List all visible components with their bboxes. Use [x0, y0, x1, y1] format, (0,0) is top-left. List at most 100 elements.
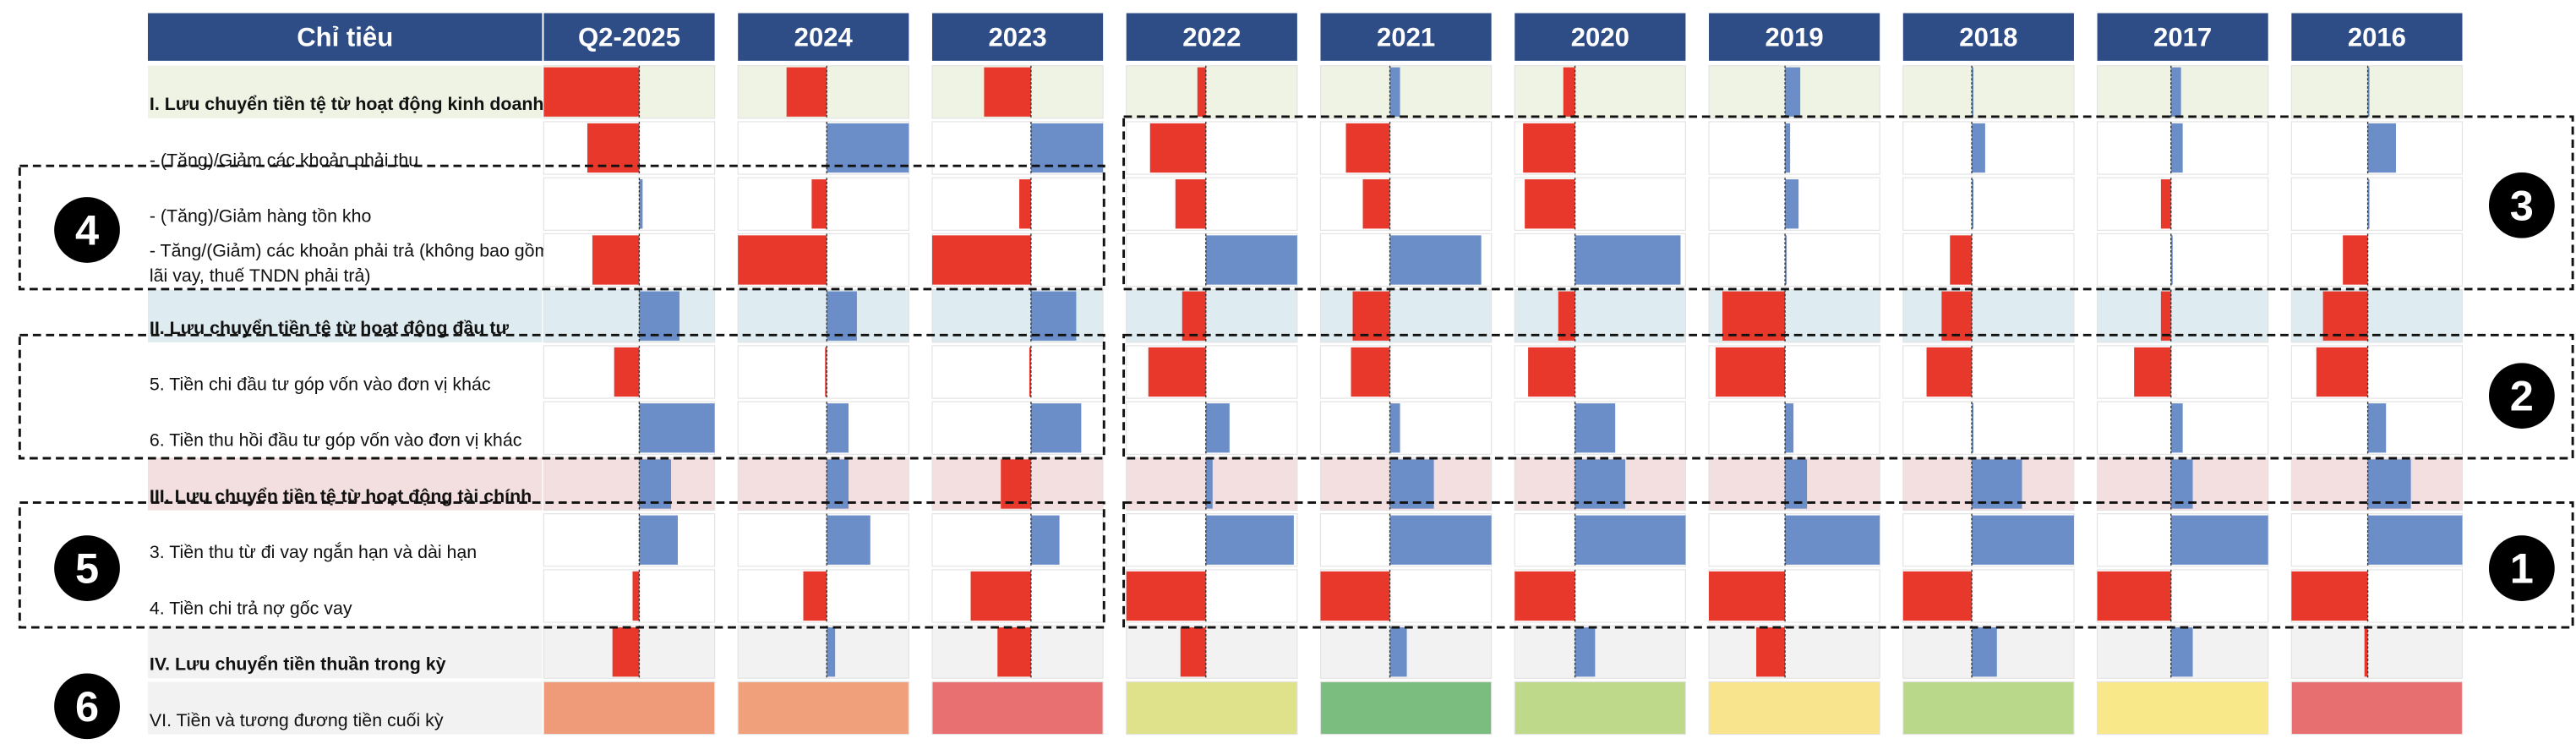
data-bar — [1785, 459, 1808, 509]
data-bar — [827, 123, 909, 173]
data-bar — [1972, 627, 1997, 677]
cell — [543, 569, 716, 623]
data-bar — [1950, 235, 1973, 285]
row-label-bg — [147, 569, 543, 623]
cell — [1126, 177, 1298, 231]
color-cell — [1902, 681, 2075, 736]
cell — [737, 513, 909, 567]
data-bar — [1362, 179, 1390, 229]
data-bar — [2160, 179, 2171, 229]
data-bar — [827, 515, 870, 565]
data-bar — [1902, 571, 1973, 621]
cell — [1319, 65, 1493, 119]
header-label: 2018 — [1959, 22, 2017, 52]
data-bar — [1029, 347, 1031, 397]
data-bar — [2170, 403, 2183, 453]
cell — [737, 625, 909, 679]
row-label-bg — [147, 626, 543, 679]
data-bar — [1030, 291, 1077, 341]
marker-circle — [2486, 532, 2558, 604]
data-bar — [1972, 459, 2022, 509]
header-cell — [147, 13, 543, 61]
data-bar — [825, 347, 827, 397]
data-bar — [612, 627, 640, 677]
cell — [2096, 289, 2269, 343]
row-label: lãi vay, thuế TNDN phải trả) — [150, 265, 371, 286]
header-label: 2021 — [1377, 22, 1435, 52]
data-bar — [1785, 179, 1799, 229]
data-bar — [1785, 515, 1880, 565]
data-bar — [2170, 459, 2193, 509]
data-bar — [1205, 403, 1230, 453]
cell — [931, 513, 1104, 567]
header-label: 2017 — [2153, 22, 2212, 52]
row-label: IV. Lưu chuyển tiền thuần trong kỳ — [150, 654, 446, 675]
data-bar — [1575, 459, 1626, 509]
data-bar — [1389, 515, 1492, 565]
data-bar — [639, 291, 679, 341]
header-label: Q2-2025 — [578, 22, 680, 52]
marker-label: 5 — [75, 544, 99, 593]
row-label-bg — [147, 289, 543, 342]
data-bar — [1180, 627, 1206, 677]
cell — [1902, 65, 2075, 119]
data-bar — [1972, 123, 1985, 173]
header-label: 2020 — [1571, 22, 1629, 52]
marker-label: 4 — [75, 205, 99, 254]
data-bar — [1514, 571, 1575, 621]
data-bar — [2322, 291, 2368, 341]
color-cell — [1514, 681, 1687, 736]
row-label-bg — [147, 233, 543, 287]
row-label: 4. Tiền chi trả nợ gốc vay — [150, 598, 352, 618]
marker-circle — [51, 532, 123, 604]
data-bar — [2367, 123, 2396, 173]
cell — [1514, 65, 1687, 119]
cell — [1126, 625, 1298, 679]
group-box — [18, 333, 1105, 460]
data-bar — [639, 459, 672, 509]
header-label: 2023 — [988, 22, 1046, 52]
data-bar — [827, 627, 836, 677]
data-bar — [2367, 403, 2387, 453]
data-bar — [827, 403, 849, 453]
data-bar — [811, 179, 827, 229]
data-bar — [1148, 347, 1206, 397]
color-cell — [1708, 681, 1880, 736]
cell — [1902, 401, 2075, 455]
data-bar — [1575, 515, 1686, 565]
data-bar — [1345, 123, 1390, 173]
row-label-bg — [147, 121, 543, 175]
marker-circle — [2486, 359, 2558, 432]
group-box — [18, 501, 1105, 629]
row-label: - (Tăng)/Giảm hàng tồn kho — [150, 206, 371, 227]
cell — [1708, 625, 1880, 679]
data-bar — [1756, 627, 1786, 677]
data-bar — [632, 571, 640, 621]
data-bar — [592, 235, 640, 285]
data-bar — [1972, 515, 2074, 565]
data-bar — [2170, 515, 2268, 565]
header-cell — [1709, 13, 1880, 61]
group-box — [18, 164, 1105, 291]
data-bar — [1926, 347, 1973, 397]
cell — [931, 345, 1104, 399]
cell — [2290, 232, 2464, 287]
cell — [1319, 401, 1493, 455]
data-bar — [1558, 291, 1575, 341]
data-bar — [1722, 291, 1786, 341]
data-bar — [587, 123, 640, 173]
header-cell — [543, 13, 715, 61]
header-cell — [2291, 13, 2463, 61]
marker-circle — [51, 670, 123, 743]
data-bar — [738, 235, 827, 285]
data-bar — [2134, 347, 2171, 397]
color-cell — [1319, 681, 1493, 736]
data-bar — [1030, 515, 1060, 565]
color-cell — [1126, 681, 1298, 736]
data-bar — [1528, 347, 1575, 397]
header-cell — [738, 13, 909, 61]
data-bar — [984, 67, 1031, 117]
cell — [1126, 289, 1298, 343]
data-bar — [2316, 347, 2368, 397]
data-bar — [2343, 235, 2368, 285]
